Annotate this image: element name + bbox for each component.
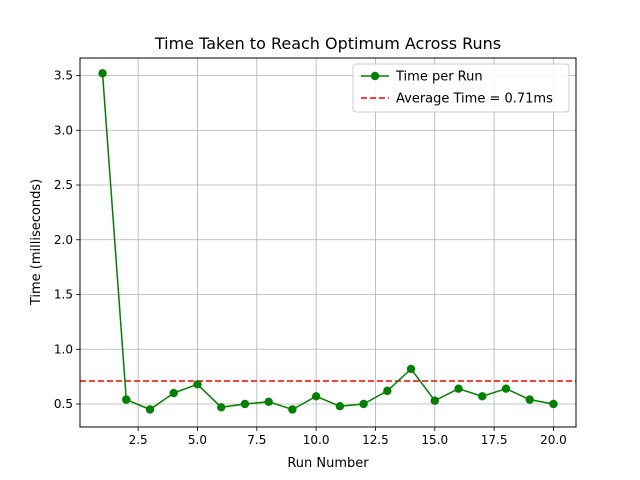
y-tick-label: 2.5: [54, 178, 73, 192]
x-tick-label: 20.0: [540, 433, 567, 447]
x-axis-ticks: 2.5 5.0 7.5 10.0 12.5 15.0 17.5 20.0: [129, 427, 567, 447]
data-point: [98, 69, 107, 78]
y-axis-ticks: 0.5 1.0 1.5 2.0 2.5 3.0 3.5: [54, 69, 80, 411]
data-point: [240, 399, 250, 409]
data-point: [193, 380, 202, 389]
plot-area-frame: [79, 57, 577, 428]
y-axis-label: Time (milliseconds): [29, 179, 44, 306]
data-point: [454, 384, 463, 393]
data-point: [311, 392, 321, 401]
legend-average-label: Average Time = 0.71ms: [396, 92, 553, 107]
legend-series-label: Time per Run: [395, 70, 483, 85]
legend: Time per Run Average Time = 0.71ms: [352, 63, 570, 113]
data-point: [335, 401, 345, 411]
data-point: [383, 386, 392, 396]
data-point: [501, 384, 511, 393]
y-tick-label: 3.0: [54, 123, 73, 137]
y-tick-label: 1.0: [54, 342, 73, 356]
x-tick-label: 2.5: [129, 433, 148, 447]
data-point: [217, 403, 226, 412]
x-tick-label: 12.5: [362, 433, 389, 447]
chart-title: Time Taken to Reach Optimum Across Runs: [154, 34, 501, 53]
data-point: [525, 395, 534, 404]
data-point: [406, 364, 416, 374]
x-tick-label: 5.0: [188, 433, 207, 447]
x-tick-label: 15.0: [421, 433, 448, 447]
x-tick-label: 17.5: [481, 433, 508, 447]
series-layer: [98, 69, 558, 414]
grid: [80, 58, 576, 427]
x-axis-label: Run Number: [287, 456, 369, 471]
y-tick-label: 0.5: [54, 397, 73, 411]
data-point: [264, 397, 273, 407]
legend-series-marker: [370, 71, 380, 81]
y-tick-label: 2.0: [54, 233, 73, 247]
data-point: [145, 405, 155, 414]
data-point: [430, 396, 439, 405]
legend-box: [352, 63, 570, 113]
data-point: [169, 388, 178, 398]
data-point: [122, 395, 131, 404]
y-tick-label: 1.5: [54, 288, 73, 302]
data-point: [478, 392, 487, 401]
y-tick-label: 3.5: [54, 69, 73, 83]
x-tick-label: 10.0: [303, 433, 330, 447]
data-point: [288, 405, 297, 414]
data-point: [359, 399, 368, 409]
data-point: [549, 399, 558, 409]
x-tick-label: 7.5: [247, 433, 266, 447]
